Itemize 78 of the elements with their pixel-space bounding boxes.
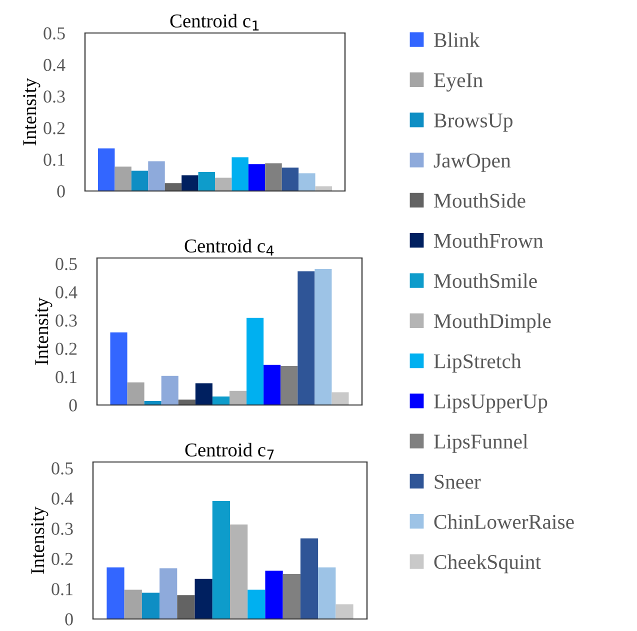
bar (160, 568, 178, 619)
bar (300, 538, 318, 619)
y-tick-label: 0.3 (44, 90, 65, 103)
bar (264, 364, 281, 405)
legend-label: Sneer (434, 474, 481, 489)
legend-label: CheekSquint (434, 554, 541, 574)
bar (298, 173, 316, 191)
bar (230, 524, 248, 619)
legend-label: JawOpen (434, 154, 511, 172)
y-tick-label: 0.5 (52, 462, 73, 475)
bar (265, 163, 282, 191)
bar (195, 383, 212, 405)
legend-label: ChinLowerRaise (434, 514, 574, 529)
bar (336, 604, 354, 619)
y-tick-label: 0.1 (52, 583, 72, 596)
bar (161, 376, 178, 405)
bar (282, 574, 300, 619)
y-tick-label: 0.1 (44, 154, 64, 166)
bar (127, 382, 144, 405)
bar (106, 567, 124, 619)
legend-label: MouthSide (434, 193, 526, 208)
y-tick-label: 0 (69, 399, 77, 412)
bar (265, 570, 283, 619)
bar (198, 172, 215, 191)
bar (131, 170, 148, 191)
y-axis-title: Intensity (35, 298, 52, 365)
legend-label: LipStretch (434, 354, 522, 373)
chart-title: Centroid c$_{7}$ (185, 442, 274, 460)
bar (178, 400, 196, 405)
y-tick-label: 0.5 (44, 27, 65, 40)
legend-label: MouthDimple (434, 314, 551, 332)
y-tick-label: 0 (57, 185, 65, 198)
y-tick-label: 0 (65, 613, 73, 626)
y-tick-label: 0.2 (56, 342, 77, 355)
bar (298, 271, 315, 405)
legend-label: BrowsUp (434, 114, 512, 132)
chart-title: Centroid c$_{4}$ (184, 238, 274, 256)
y-tick-label: 0.4 (44, 58, 66, 72)
y-tick-label: 0.2 (52, 552, 73, 566)
bar (248, 164, 266, 191)
bar (215, 178, 232, 191)
legend-label: EyeIn (434, 73, 483, 92)
bar (332, 392, 349, 405)
legend-label: LipsFunnel (434, 434, 528, 453)
y-tick-label: 0.3 (56, 314, 77, 327)
bar (246, 318, 264, 405)
y-tick-label: 0.4 (52, 492, 74, 505)
bar (282, 168, 299, 191)
bar (124, 590, 142, 619)
bar (232, 157, 248, 191)
legend-label: MouthSmile (434, 273, 537, 288)
legend-label: Blink (434, 32, 480, 47)
bar (212, 500, 230, 619)
bar (98, 148, 115, 191)
bar (212, 396, 230, 405)
y-tick-label: 0.4 (56, 286, 78, 298)
y-tick-label: 0.1 (56, 370, 76, 384)
legend-label: MouthFrown (434, 233, 544, 248)
bar (280, 366, 298, 405)
chart-title: Centroid c$_{1}$ (170, 14, 259, 31)
bar (314, 269, 332, 405)
y-tick-label: 0.5 (56, 258, 77, 270)
bar (182, 175, 198, 191)
bar (194, 578, 212, 619)
y-axis-title: Intensity (23, 78, 40, 146)
y-axis-title: Intensity (31, 506, 48, 574)
bar (142, 592, 160, 619)
y-tick-label: 0.3 (52, 522, 73, 535)
bar (110, 332, 128, 405)
bar (248, 590, 266, 619)
bar (164, 183, 182, 191)
legend-label: LipsUpperUp (434, 394, 548, 413)
bar (318, 567, 336, 619)
bar (148, 161, 165, 191)
bar (230, 390, 247, 405)
bar (177, 595, 195, 619)
bar (114, 166, 132, 191)
y-tick-label: 0.2 (44, 122, 65, 134)
